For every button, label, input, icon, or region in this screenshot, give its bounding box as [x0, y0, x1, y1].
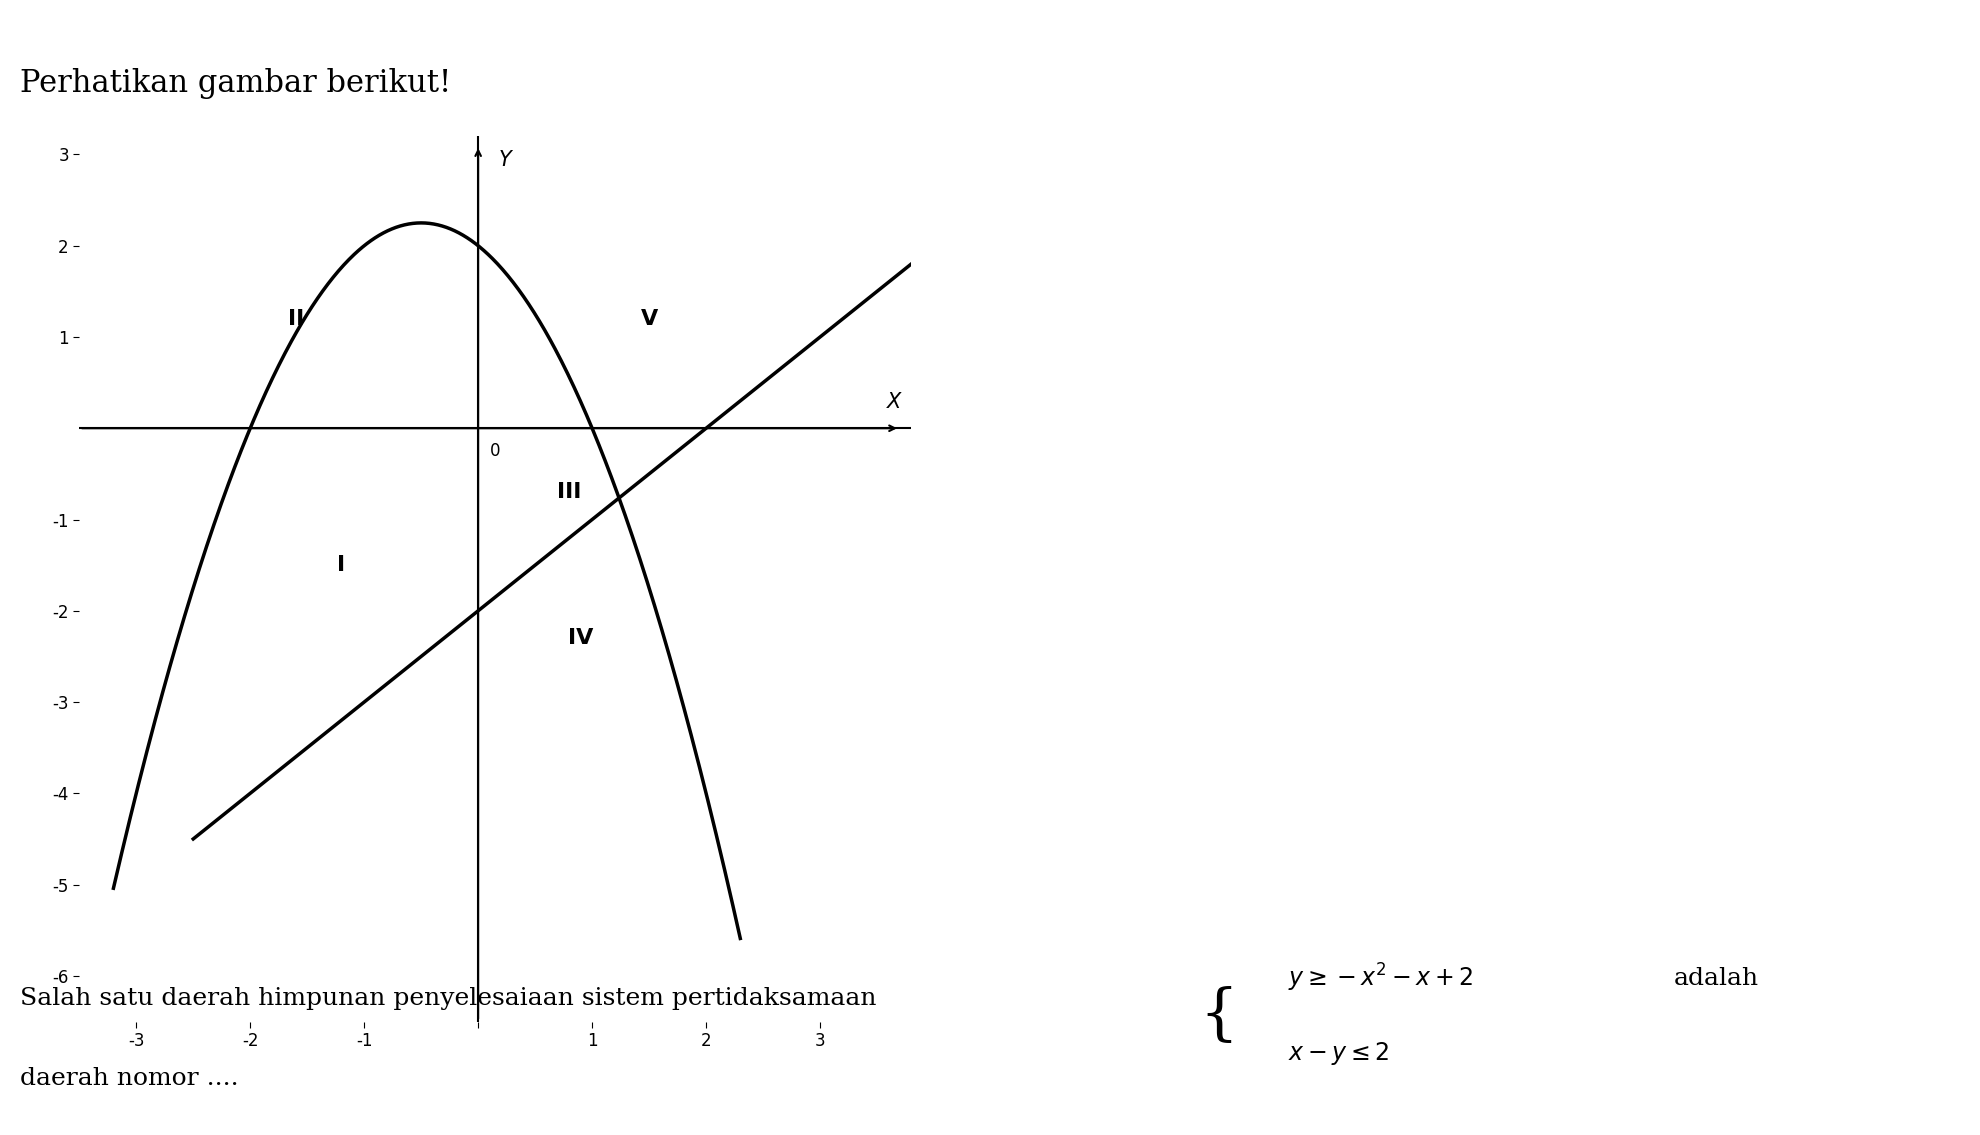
Text: III: III — [556, 482, 582, 502]
Text: V: V — [640, 309, 657, 329]
Text: adalah: adalah — [1673, 967, 1758, 990]
Text: I: I — [337, 555, 345, 575]
Text: IV: IV — [568, 628, 594, 648]
Text: X: X — [887, 392, 901, 412]
Text: Salah satu daerah himpunan penyelesaiaan sistem pertidaksamaan: Salah satu daerah himpunan penyelesaiaan… — [20, 987, 875, 1010]
Text: II: II — [287, 309, 303, 329]
Text: daerah nomor ....: daerah nomor .... — [20, 1067, 238, 1090]
Text: $y \geq -x^2 - x + 2$: $y \geq -x^2 - x + 2$ — [1287, 962, 1473, 994]
Text: {: { — [1198, 986, 1238, 1045]
Text: Perhatikan gambar berikut!: Perhatikan gambar berikut! — [20, 68, 451, 99]
Text: 0: 0 — [489, 442, 499, 460]
Text: Y: Y — [499, 150, 511, 170]
Text: $x - y \leq 2$: $x - y \leq 2$ — [1287, 1040, 1388, 1067]
